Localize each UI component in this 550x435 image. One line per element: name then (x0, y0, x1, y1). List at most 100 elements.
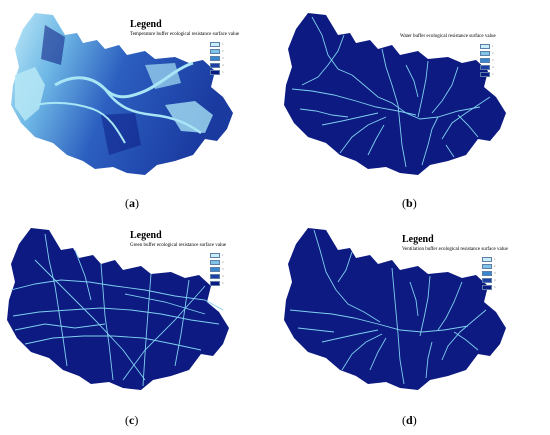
corridor (417, 60, 429, 118)
corridor (12, 307, 220, 325)
legend-class-label: 5 (222, 69, 224, 74)
river (54, 61, 194, 99)
legend-class-label: 3 (222, 266, 224, 271)
corridor (369, 337, 387, 371)
legend-swatch (482, 270, 492, 276)
legend-swatch (210, 273, 220, 279)
dark-patch (41, 25, 65, 65)
corridor (351, 74, 481, 120)
legend-caption: Green buffer ecological resistance surfa… (130, 243, 227, 248)
river (34, 101, 126, 144)
corridor (339, 116, 387, 154)
ventilation-resistance-map (284, 228, 506, 390)
corridor (341, 333, 383, 371)
legend-title: Legend (130, 230, 162, 241)
temperature-resistance-map (11, 13, 233, 175)
corridor (14, 323, 106, 331)
legend-swatch (210, 62, 220, 68)
legend-swatches: 1 2 3 4 5 (210, 41, 239, 75)
corridor (44, 233, 68, 367)
dark-patch (101, 113, 141, 155)
region-outline (11, 13, 233, 175)
green-resistance-map (7, 228, 229, 390)
legend-class: 2 (482, 263, 508, 269)
legend-swatches: 1 2 3 4 5 (480, 43, 496, 77)
legend-class: 5 (480, 71, 496, 77)
corridor (367, 124, 385, 156)
legend-swatch (210, 280, 220, 286)
corridor (391, 267, 405, 385)
corridor (421, 116, 439, 166)
corridor (321, 329, 379, 343)
legend-class: 3 (210, 266, 226, 272)
water-resistance-map (284, 13, 506, 175)
legend-class: 3 (482, 270, 508, 276)
panel-d: Legend Ventilation buffer ecological res… (282, 220, 542, 400)
corridor (381, 48, 407, 168)
corridor (142, 273, 152, 387)
legend-class: 4 (210, 62, 239, 68)
corridor (425, 341, 433, 379)
legend-class-label: 3 (222, 55, 224, 60)
legend-class: 3 (210, 55, 239, 61)
corridor (445, 144, 455, 158)
legend-swatch (480, 71, 490, 77)
legend-title: Legend (402, 234, 434, 245)
legend-class: 3 (480, 57, 496, 63)
legend-class-label: 5 (492, 71, 494, 76)
legend-class: 5 (210, 280, 226, 286)
light-patch (15, 67, 45, 121)
legend-class-label: 2 (222, 48, 224, 53)
panel-b: Water buffer ecological resistance surfa… (282, 5, 542, 185)
panel-c: Legend Green buffer ecological resistanc… (5, 220, 265, 400)
legend-class-label: 1 (222, 252, 224, 257)
corridor (124, 293, 206, 315)
legend-class-label: 1 (222, 41, 224, 46)
corridor (122, 285, 206, 381)
legend-class: 1 (482, 256, 508, 262)
panel-a: Legend Temperature buffer ecological res… (5, 5, 265, 185)
legend-swatch (210, 69, 220, 75)
corridor (419, 275, 431, 337)
legend-title: Legend (130, 19, 162, 30)
legend-class-label: 3 (494, 270, 496, 275)
legend-class-label: 4 (222, 62, 224, 67)
legend-swatch (210, 259, 220, 265)
legend-class-label: 2 (494, 263, 496, 268)
corridor (297, 327, 335, 333)
light-patch (145, 63, 181, 89)
corridor (24, 335, 202, 351)
legend-class-label: 2 (222, 259, 224, 264)
panel-label-c: (c) (125, 413, 139, 427)
legend-caption: Ventilation buffer ecological resistance… (402, 247, 508, 252)
legend-class-label: 4 (222, 273, 224, 278)
corridor (10, 279, 224, 311)
legend-swatch (480, 64, 490, 70)
legend-class-label: 1 (494, 256, 496, 261)
corridor (299, 108, 349, 118)
corridor (301, 34, 345, 86)
corridor (441, 96, 491, 140)
corridor (457, 114, 479, 138)
legend-d: Legend Ventilation buffer ecological res… (402, 234, 508, 291)
corridor (441, 309, 487, 361)
legend-c: Legend Green buffer ecological resistanc… (130, 230, 226, 287)
legend-class: 5 (210, 69, 239, 75)
panel-label-a: (a) (125, 196, 139, 210)
corridor (431, 66, 459, 114)
corridor (74, 249, 92, 301)
corridor (291, 88, 417, 116)
corridor (313, 229, 337, 291)
legend-class-label: 5 (494, 284, 496, 289)
panel-label-d: (d) (402, 413, 417, 427)
corridor (321, 112, 379, 126)
legend-swatch (210, 252, 220, 258)
corridor (100, 263, 114, 381)
legend-class: 1 (210, 41, 239, 47)
corridor (311, 16, 353, 76)
legend-a: Legend Temperature buffer ecological res… (130, 19, 239, 76)
legend-class: 5 (482, 284, 508, 290)
legend-class: 4 (482, 277, 508, 283)
legend-class: 1 (210, 252, 226, 258)
corridor (437, 281, 463, 331)
